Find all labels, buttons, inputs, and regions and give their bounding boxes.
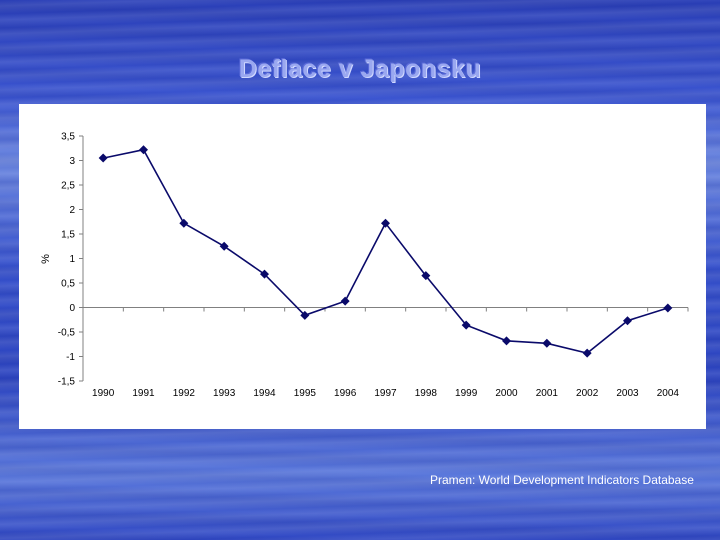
data-point-marker xyxy=(623,316,632,326)
x-tick-label: 1991 xyxy=(132,388,155,399)
data-point-marker xyxy=(139,145,148,155)
x-tick-label: 1999 xyxy=(455,388,478,399)
x-tick-label: 2003 xyxy=(616,388,639,399)
y-tick-label: 3 xyxy=(69,156,75,167)
data-point-marker xyxy=(542,338,552,348)
x-tick-label: 1998 xyxy=(415,388,438,399)
y-tick-label: 2,5 xyxy=(61,181,75,192)
x-tick-label: 1994 xyxy=(253,388,276,399)
data-point-marker xyxy=(461,320,471,330)
y-tick-label: -1 xyxy=(66,352,75,363)
x-tick-label: 2002 xyxy=(576,388,599,399)
x-tick-label: 1995 xyxy=(294,388,317,399)
data-point-marker xyxy=(219,241,229,251)
y-tick-label: -0,5 xyxy=(58,328,76,339)
x-tick-label: 1990 xyxy=(92,388,115,399)
y-tick-label: -1,5 xyxy=(58,377,76,388)
line-chart: 3,5 3 2,5 2 1,5 1 0,5 0 -0,5 -1 -1,5 1990 1991 1992 19… xyxy=(40,132,689,400)
y-tick-label: 1,5 xyxy=(61,230,75,241)
y-tick-label: 3,5 xyxy=(61,132,75,143)
x-tick-label: 2000 xyxy=(495,388,518,399)
data-point-marker xyxy=(663,303,673,313)
slide-title: Deflace v Japonsku xyxy=(238,55,482,83)
x-tick-label: 2001 xyxy=(536,388,559,399)
data-point-marker xyxy=(421,271,431,281)
x-tick-label: 1996 xyxy=(334,388,357,399)
data-point-marker xyxy=(582,348,592,358)
data-point-marker xyxy=(260,269,269,279)
chart-panel: 3,5 3 2,5 2 1,5 1 0,5 0 -0,5 -1 -1,5 1990 1991 1992 19… xyxy=(19,104,706,429)
axes xyxy=(79,135,689,382)
x-tick-label: 1993 xyxy=(213,388,236,399)
x-tick-label: 1997 xyxy=(374,388,397,399)
tick-labels: 3,5 3 2,5 2 1,5 1 0,5 0 -0,5 -1 -1,5 1990 1991 1992 19… xyxy=(58,132,680,400)
x-tick-label: 1992 xyxy=(173,388,196,399)
data-point-marker xyxy=(98,153,108,163)
y-tick-label: 0 xyxy=(69,303,75,314)
y-axis-label: % xyxy=(40,254,52,264)
y-tick-label: 0,5 xyxy=(61,279,75,290)
x-tick-label: 2004 xyxy=(657,388,680,399)
source-note: Pramen: World Development Indicators Dat… xyxy=(430,473,694,487)
data-point-marker xyxy=(300,310,310,320)
data-point-marker xyxy=(381,218,390,228)
data-point-marker xyxy=(502,336,511,346)
y-tick-label: 1 xyxy=(69,254,75,265)
data-point-marker xyxy=(179,218,189,228)
series-line xyxy=(103,148,669,354)
data-point-marker xyxy=(340,296,350,306)
y-tick-label: 2 xyxy=(69,205,75,216)
series-markers xyxy=(98,145,673,358)
